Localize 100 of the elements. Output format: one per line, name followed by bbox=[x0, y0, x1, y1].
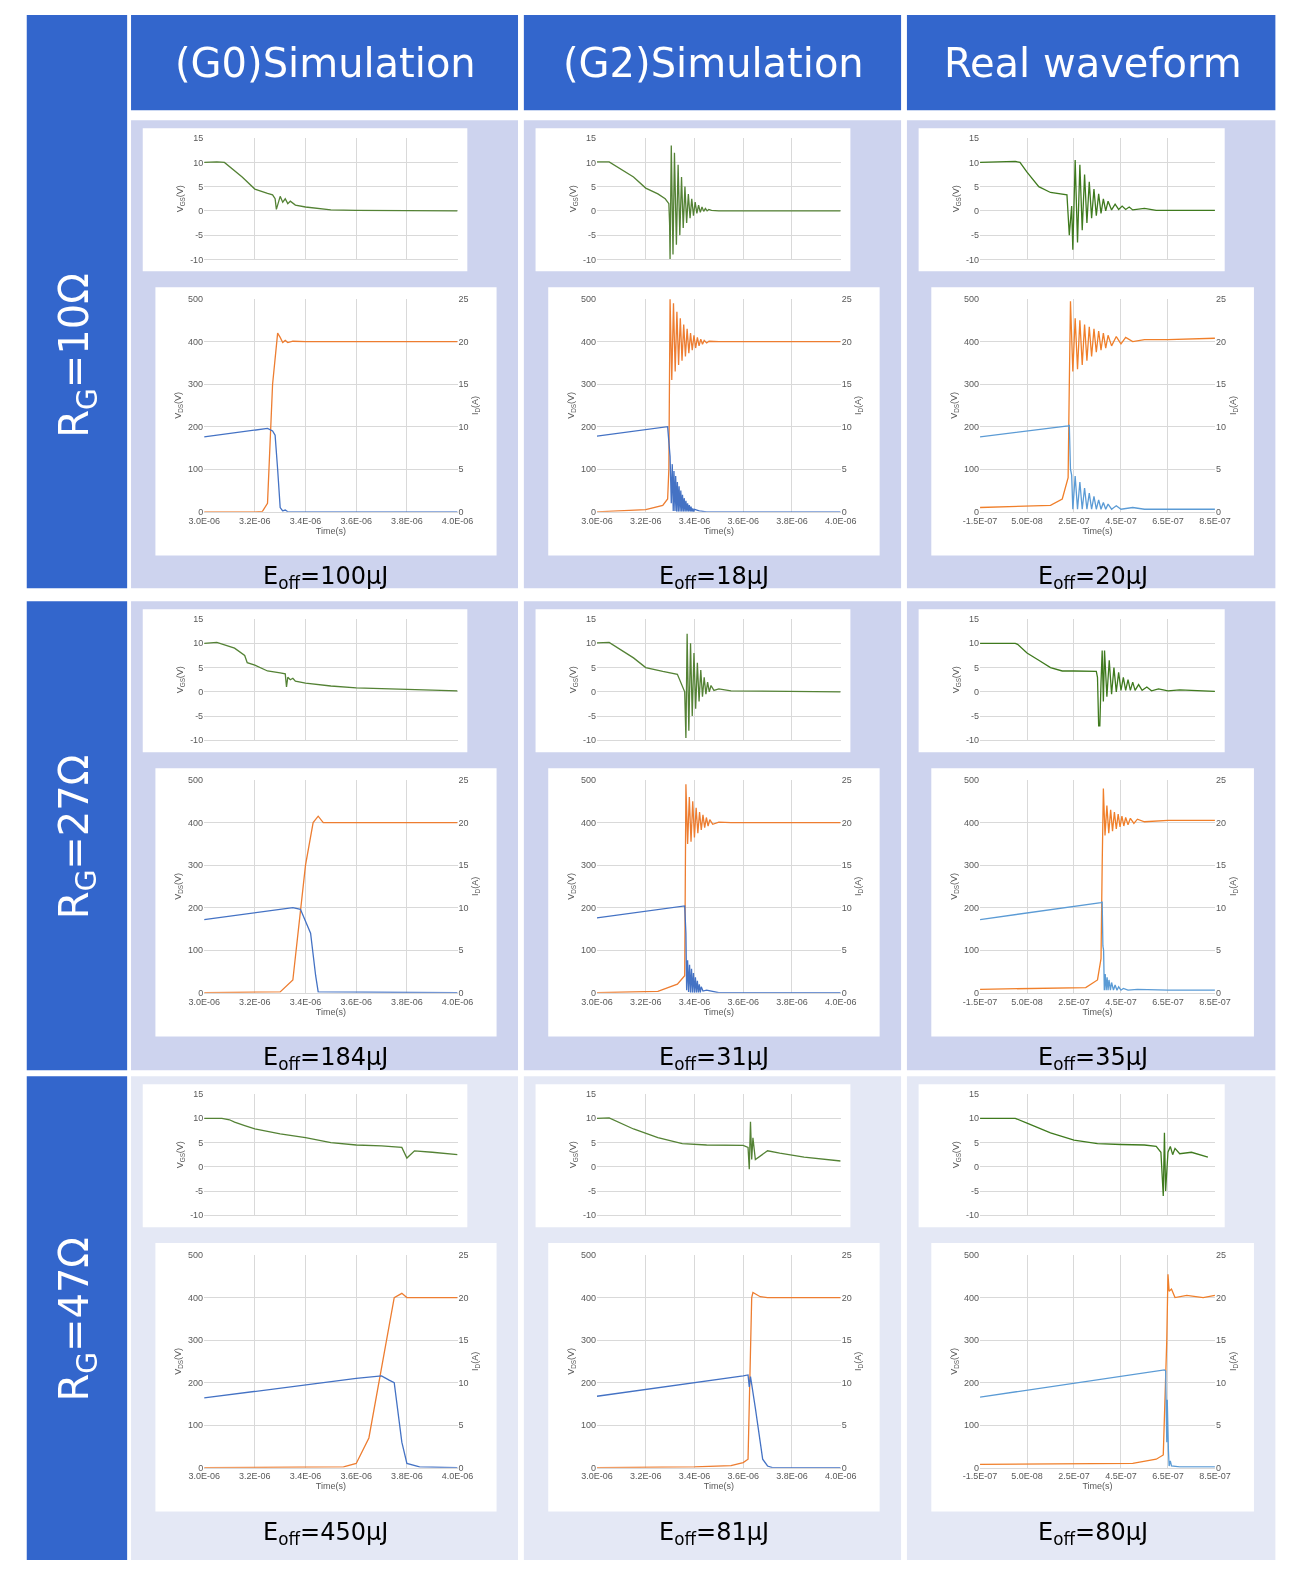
y-tick-label: 100 bbox=[964, 1420, 980, 1431]
x-tick-label: 3.8E-06 bbox=[391, 515, 423, 526]
x-tick-label: 3.4E-06 bbox=[678, 1471, 711, 1482]
x-tick-label: 3.4E-06 bbox=[678, 996, 711, 1007]
y2-tick-label: 10 bbox=[458, 902, 469, 913]
y2-tick-label: 25 bbox=[458, 294, 469, 305]
y-tick-label: 200 bbox=[964, 1377, 980, 1388]
x-tick-label: 3.2E-06 bbox=[629, 996, 662, 1007]
y2-tick-label: 20 bbox=[1215, 336, 1226, 347]
y-tick-label: 500 bbox=[964, 775, 980, 786]
y2-tick-label: 10 bbox=[458, 421, 469, 432]
y-tick-label: 0 bbox=[198, 506, 204, 517]
y2-tick-label: 20 bbox=[1215, 817, 1226, 828]
y2-tick-label: 0 bbox=[458, 1462, 464, 1473]
x-tick-label: 3.6E-06 bbox=[727, 515, 759, 526]
x-tick-label: 5.0E-08 bbox=[1011, 1471, 1043, 1482]
line-series bbox=[596, 1117, 841, 1170]
y2-tick-label: 5 bbox=[841, 945, 847, 956]
text: E$_{off}$=184μJ bbox=[263, 1043, 389, 1075]
y-tick-label: 100 bbox=[188, 1420, 204, 1431]
y-tick-label: 200 bbox=[580, 421, 596, 432]
y2-tick-label: 0 bbox=[841, 506, 847, 517]
y-tick-label: 15 bbox=[193, 133, 204, 144]
x-tick-label: 5.0E-08 bbox=[1011, 515, 1043, 526]
x-tick-label: 3.8E-06 bbox=[391, 1471, 423, 1482]
x-tick-label: 3.4E-06 bbox=[289, 996, 322, 1007]
y-tick-label: -5 bbox=[971, 1186, 980, 1197]
y-tick-label: 400 bbox=[580, 817, 596, 828]
x-tick-label: 3.2E-06 bbox=[239, 996, 271, 1007]
x-axis-title: Time(s) bbox=[703, 525, 734, 536]
y2-tick-label: 25 bbox=[841, 294, 852, 305]
y-tick-label: 500 bbox=[580, 775, 596, 786]
y-tick-label: 300 bbox=[580, 379, 596, 390]
y-tick-label: 0 bbox=[590, 506, 596, 517]
y-tick-label: 500 bbox=[188, 1250, 204, 1261]
y-tick-label: 10 bbox=[585, 1113, 596, 1124]
y2-tick-label: 10 bbox=[1215, 421, 1226, 432]
y-tick-label: 0 bbox=[590, 987, 596, 998]
x-tick-label: 6.5E-07 bbox=[1152, 1471, 1184, 1482]
line-series bbox=[980, 159, 1215, 251]
y2-tick-label: 20 bbox=[841, 336, 852, 347]
y-tick-label: 200 bbox=[580, 1377, 596, 1388]
line-series bbox=[980, 901, 1215, 991]
y2-tick-label: 20 bbox=[841, 817, 852, 828]
y-tick-label: 100 bbox=[188, 464, 204, 475]
y-tick-label: 400 bbox=[580, 336, 596, 347]
y-tick-label: 200 bbox=[188, 1377, 204, 1388]
x-tick-label: 5.0E-08 bbox=[1011, 996, 1043, 1007]
y-tick-label: 10 bbox=[193, 157, 204, 168]
y2-tick-label: 15 bbox=[458, 1335, 469, 1346]
y-tick-label: 5 bbox=[198, 1137, 204, 1148]
y-tick-label: 100 bbox=[964, 945, 980, 956]
x-tick-label: 3.0E-06 bbox=[581, 515, 613, 526]
y-tick-label: 300 bbox=[580, 860, 596, 871]
x-tick-label: 3.0E-06 bbox=[581, 996, 613, 1007]
line-series bbox=[596, 632, 841, 739]
y-tick-label: 300 bbox=[964, 860, 980, 871]
y-tick-label: 300 bbox=[188, 1335, 204, 1346]
x-tick-label: 3.4E-06 bbox=[289, 1471, 322, 1482]
x-tick-label: 8.5E-07 bbox=[1199, 996, 1231, 1007]
y-tick-label: 500 bbox=[580, 294, 596, 305]
x-tick-label: 4.0E-06 bbox=[824, 996, 857, 1007]
y-tick-label: 200 bbox=[188, 902, 204, 913]
y-tick-label: 500 bbox=[964, 294, 980, 305]
y2-tick-label: 15 bbox=[458, 379, 469, 390]
y2-tick-label: 5 bbox=[458, 464, 464, 475]
y-tick-label: -10 bbox=[966, 254, 980, 265]
y-tick-label: 300 bbox=[188, 860, 204, 871]
y2-tick-label: 10 bbox=[841, 902, 852, 913]
y-tick-label: 5 bbox=[198, 181, 204, 192]
y2-tick-label: 20 bbox=[458, 817, 469, 828]
x-tick-label: 3.6E-06 bbox=[340, 1471, 372, 1482]
y-tick-label: 15 bbox=[585, 133, 596, 144]
y-tick-label: 10 bbox=[969, 157, 980, 168]
y2-tick-label: 15 bbox=[1215, 860, 1226, 871]
x-axis-title: Time(s) bbox=[315, 525, 346, 536]
y-tick-label: 100 bbox=[580, 945, 596, 956]
y2-tick-label: 5 bbox=[841, 464, 847, 475]
y2-tick-label: 15 bbox=[841, 379, 852, 390]
y-tick-label: 15 bbox=[969, 1089, 980, 1100]
x-tick-label: 3.2E-06 bbox=[629, 515, 662, 526]
y2-tick-label: 5 bbox=[458, 1420, 464, 1431]
y-tick-label: 10 bbox=[193, 1113, 204, 1124]
y-tick-label: -5 bbox=[971, 230, 980, 241]
x-tick-label: 6.5E-07 bbox=[1152, 996, 1184, 1007]
y2-tick-label: 25 bbox=[841, 775, 852, 786]
text: E$_{off}$=80μJ bbox=[1038, 1518, 1149, 1550]
text: (G2)Simulation bbox=[563, 40, 864, 86]
y-tick-label: 0 bbox=[974, 987, 980, 998]
x-axis-title: Time(s) bbox=[703, 1006, 734, 1017]
line-series bbox=[980, 1369, 1215, 1468]
y-tick-label: 500 bbox=[188, 294, 204, 305]
x-tick-label: 3.0E-06 bbox=[581, 1471, 613, 1482]
x-tick-label: 4.5E-07 bbox=[1105, 515, 1137, 526]
y-tick-label: 300 bbox=[964, 1335, 980, 1346]
y-tick-label: -10 bbox=[582, 254, 596, 265]
x-tick-label: 3.8E-06 bbox=[776, 515, 808, 526]
y-tick-label: 200 bbox=[964, 902, 980, 913]
y-tick-label: 15 bbox=[585, 614, 596, 625]
y-tick-label: 400 bbox=[188, 817, 204, 828]
